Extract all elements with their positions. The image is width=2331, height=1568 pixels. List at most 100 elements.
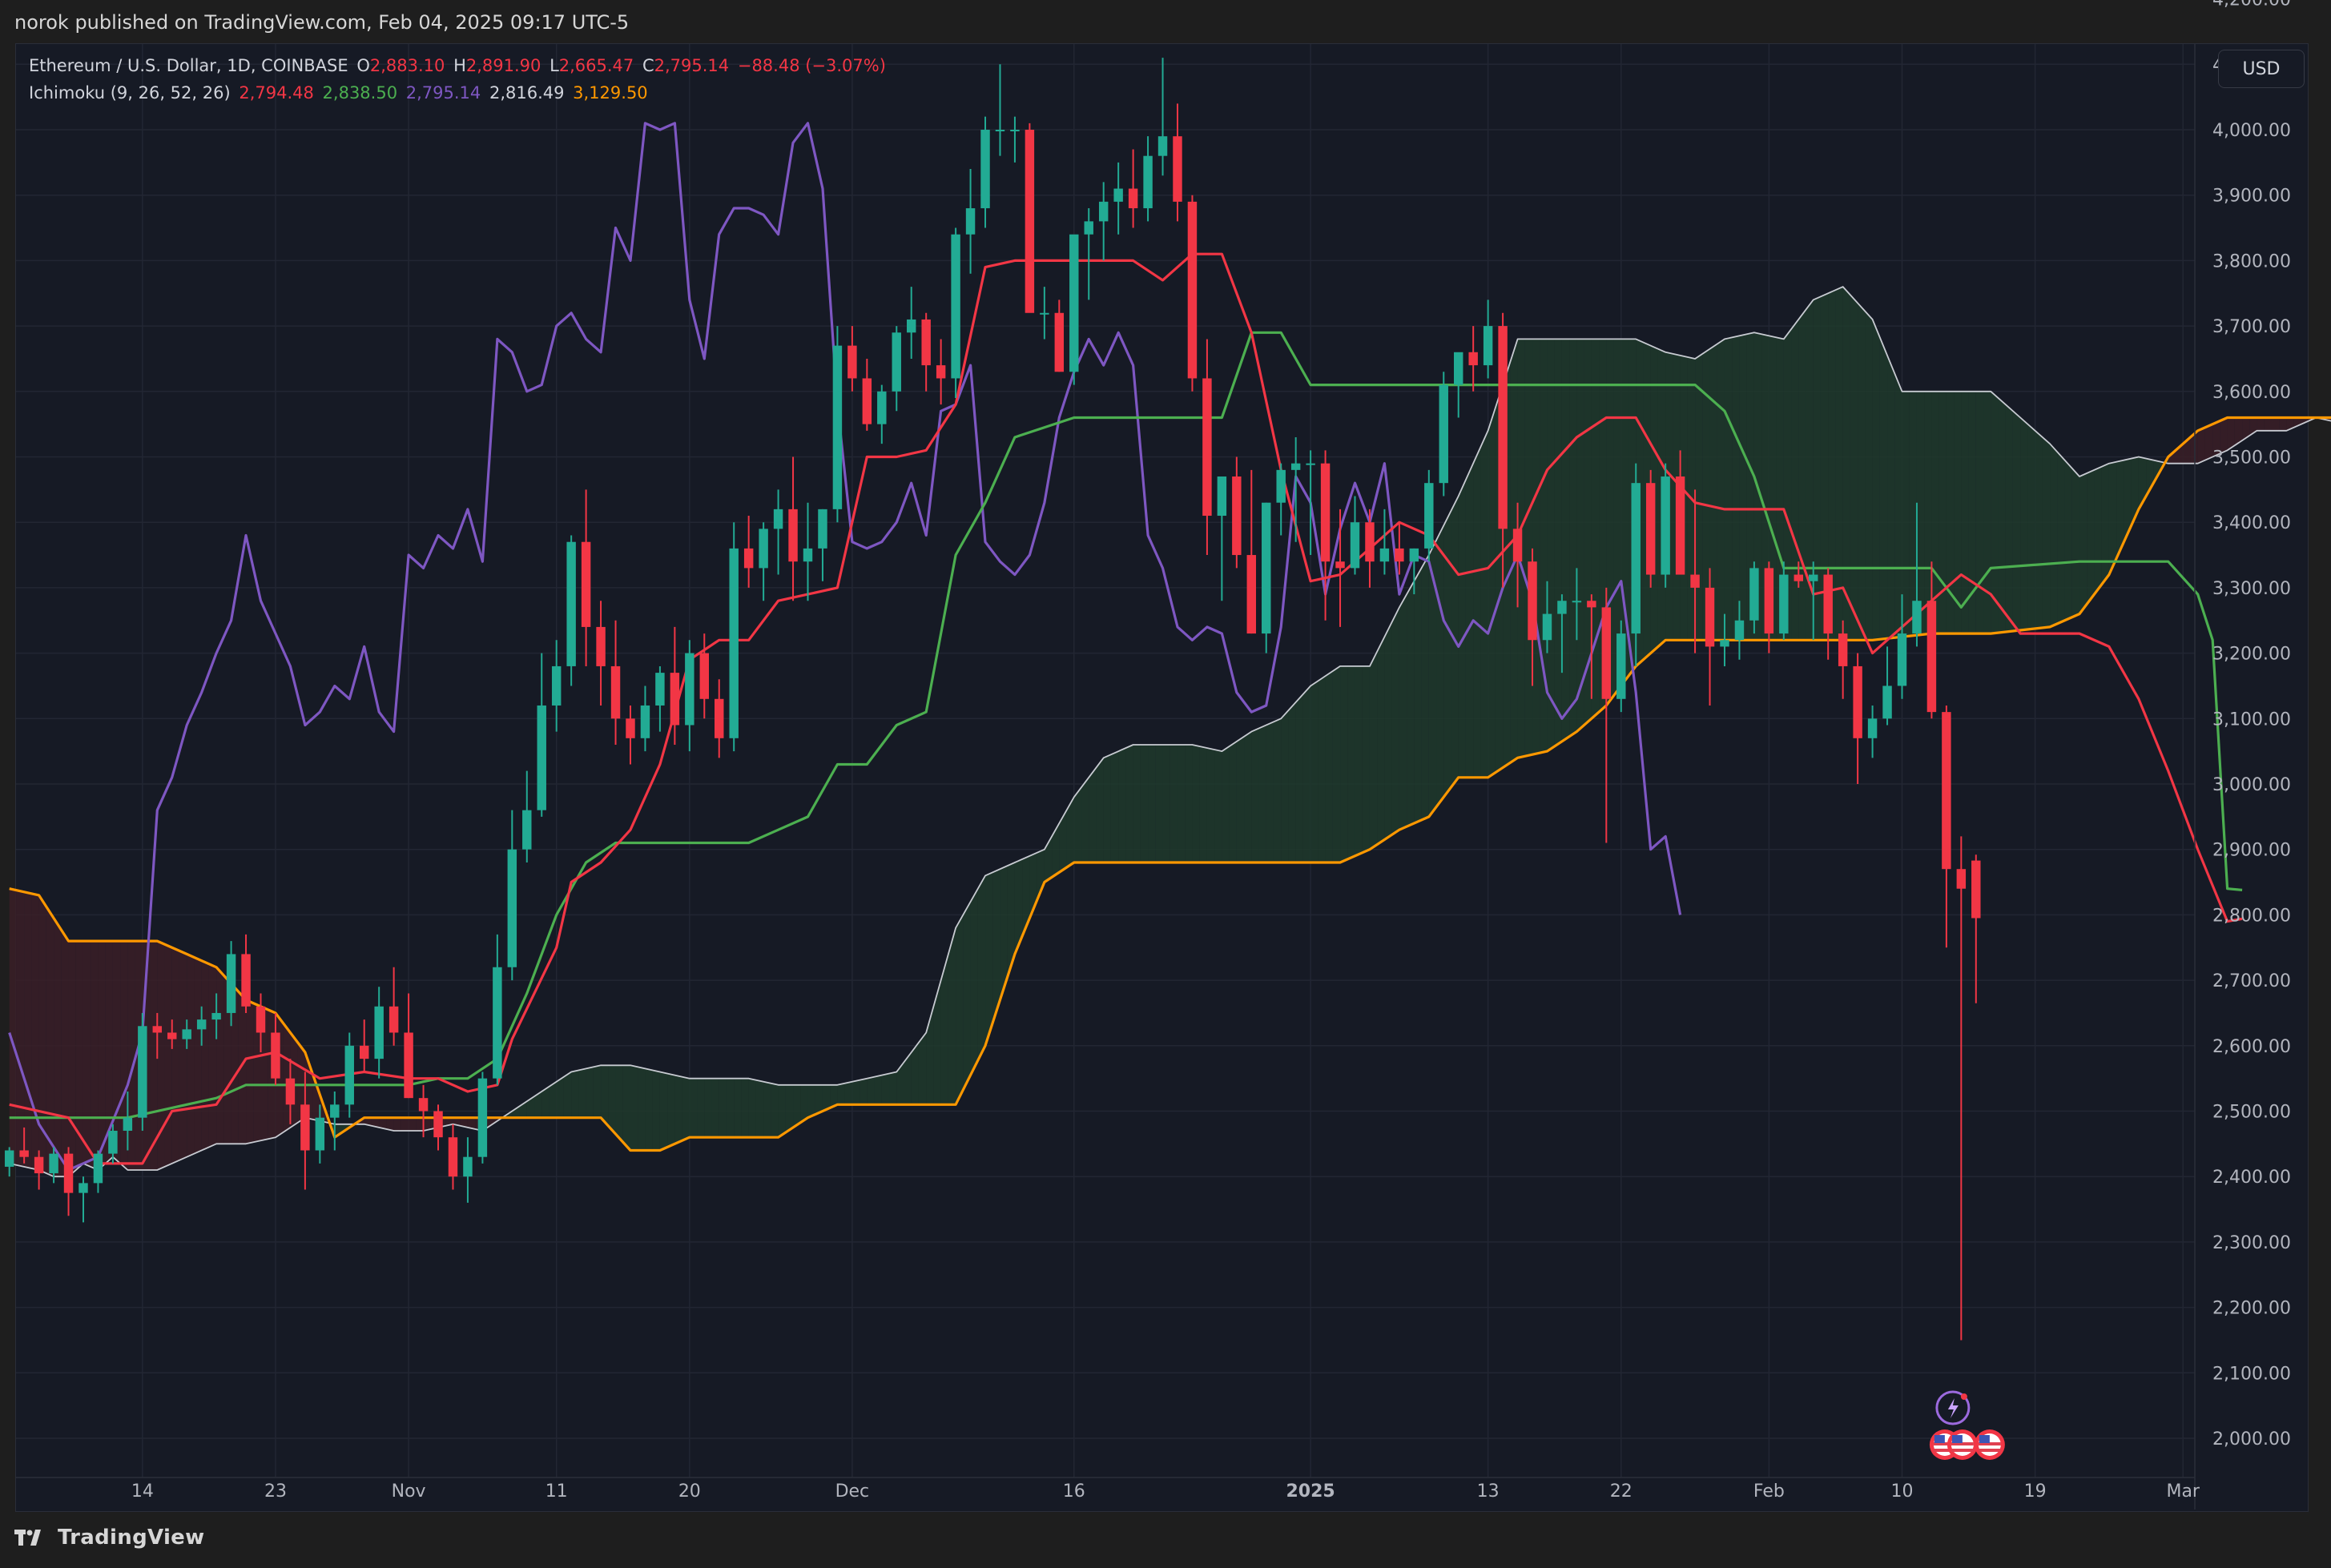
candle-up[interactable] xyxy=(493,934,502,1085)
candle-up[interactable] xyxy=(965,169,976,274)
candle-up[interactable] xyxy=(226,941,236,1027)
candle-up[interactable] xyxy=(906,287,916,359)
candle-up[interactable] xyxy=(1157,58,1168,176)
candle-up[interactable] xyxy=(803,502,813,601)
flash-icon[interactable] xyxy=(1935,1390,1971,1425)
candle-down[interactable] xyxy=(256,993,266,1052)
candle-up[interactable] xyxy=(685,640,694,752)
candle-down[interactable] xyxy=(921,312,931,392)
candle-down[interactable] xyxy=(699,633,710,719)
candle-up[interactable] xyxy=(463,1137,473,1203)
candle-down[interactable] xyxy=(1971,854,1981,1003)
candle-up[interactable] xyxy=(330,1091,340,1151)
candle-up[interactable] xyxy=(1542,581,1552,653)
candle-up[interactable] xyxy=(1113,162,1123,235)
candle-down[interactable] xyxy=(1025,123,1035,313)
candle-down[interactable] xyxy=(715,679,724,758)
tradingview-logo[interactable]: TradingView xyxy=(14,1526,204,1550)
candle-up[interactable] xyxy=(1290,436,1301,542)
price-axis[interactable]: 2,000.00 2,100.00 2,200.00 2,300.00 2,400.00… xyxy=(2194,0,2291,1510)
candle-down[interactable] xyxy=(1838,620,1848,699)
candle-down[interactable] xyxy=(34,1150,44,1190)
candle-up[interactable] xyxy=(1631,463,1641,666)
candle-up[interactable] xyxy=(995,64,1005,156)
candle-up[interactable] xyxy=(108,1124,118,1164)
candle-up[interactable] xyxy=(374,987,384,1079)
candle-up[interactable] xyxy=(818,509,827,581)
candle-up[interactable] xyxy=(1098,182,1109,261)
candle-down[interactable] xyxy=(610,620,621,745)
candle-down[interactable] xyxy=(300,1071,310,1190)
candle-down[interactable] xyxy=(1823,568,1833,660)
candle-down[interactable] xyxy=(788,456,798,601)
candle-up[interactable] xyxy=(1409,548,1419,595)
candle-up[interactable] xyxy=(877,384,887,444)
candle-down[interactable] xyxy=(1054,300,1065,372)
candle-up[interactable] xyxy=(655,665,665,732)
candle-down[interactable] xyxy=(404,993,413,1099)
candle-up[interactable] xyxy=(1143,136,1153,222)
candle-up[interactable] xyxy=(1616,620,1626,713)
candle-up[interactable] xyxy=(1040,287,1049,340)
candle-up[interactable] xyxy=(477,1071,488,1164)
candle-down[interactable] xyxy=(1528,548,1537,686)
candle-up[interactable] xyxy=(832,326,843,523)
candle-up[interactable] xyxy=(759,522,768,601)
candle-up[interactable] xyxy=(729,522,739,752)
candle-down[interactable] xyxy=(271,1012,280,1085)
candle-down[interactable] xyxy=(1705,568,1715,706)
candle-up[interactable] xyxy=(892,326,901,412)
candle-up[interactable] xyxy=(196,1006,207,1046)
candle-down[interactable] xyxy=(1498,312,1508,588)
candle-down[interactable] xyxy=(1853,653,1862,784)
candle-down[interactable] xyxy=(1335,509,1345,627)
candle-down[interactable] xyxy=(1764,561,1774,653)
candle-down[interactable] xyxy=(1601,587,1612,843)
candle-up[interactable] xyxy=(1572,568,1582,641)
candle-down[interactable] xyxy=(63,1147,74,1216)
candle-down[interactable] xyxy=(847,326,857,392)
event-markers[interactable] xyxy=(1929,1390,2005,1460)
candle-down[interactable] xyxy=(1128,149,1138,228)
candle-down[interactable] xyxy=(1587,594,1596,699)
candle-down[interactable] xyxy=(359,1019,369,1072)
candle-down[interactable] xyxy=(1942,705,1951,948)
candle-up[interactable] xyxy=(1897,594,1907,699)
candlesticks[interactable] xyxy=(4,58,1981,1341)
candle-up[interactable] xyxy=(951,227,960,398)
candle-down[interactable] xyxy=(19,1127,29,1164)
candle-down[interactable] xyxy=(1794,561,1804,588)
candle-up[interactable] xyxy=(79,1176,88,1223)
candle-down[interactable] xyxy=(388,967,399,1046)
us-flag-icon[interactable] xyxy=(1974,1429,2005,1460)
candle-up[interactable] xyxy=(93,1150,103,1193)
candle-down[interactable] xyxy=(936,339,946,405)
candle-down[interactable] xyxy=(581,489,591,666)
candle-up[interactable] xyxy=(1350,496,1360,575)
candle-down[interactable] xyxy=(862,358,872,431)
candle-down[interactable] xyxy=(743,516,754,588)
candle-up[interactable] xyxy=(507,810,517,981)
candle-down[interactable] xyxy=(626,705,635,765)
candle-up[interactable] xyxy=(344,1032,354,1118)
candle-up[interactable] xyxy=(551,640,562,732)
candle-down[interactable] xyxy=(1690,489,1700,653)
candle-down[interactable] xyxy=(241,934,251,1013)
candle-up[interactable] xyxy=(1779,561,1789,641)
candle-down[interactable] xyxy=(1320,450,1331,621)
candle-down[interactable] xyxy=(1187,195,1198,392)
candle-up[interactable] xyxy=(537,653,546,817)
candle-up[interactable] xyxy=(1734,601,1745,660)
candle-up[interactable] xyxy=(1010,116,1020,163)
candle-down[interactable] xyxy=(1956,836,1967,1341)
candle-up[interactable] xyxy=(1867,705,1878,758)
candle-up[interactable] xyxy=(522,770,532,863)
candle-up[interactable] xyxy=(1306,450,1315,556)
candle-up[interactable] xyxy=(138,1012,147,1132)
candle-up[interactable] xyxy=(980,116,990,228)
candle-up[interactable] xyxy=(1749,561,1759,634)
candle-up[interactable] xyxy=(315,1104,325,1164)
candle-up[interactable] xyxy=(1379,509,1390,575)
candle-up[interactable] xyxy=(1483,300,1493,379)
candle-down[interactable] xyxy=(1365,509,1375,588)
